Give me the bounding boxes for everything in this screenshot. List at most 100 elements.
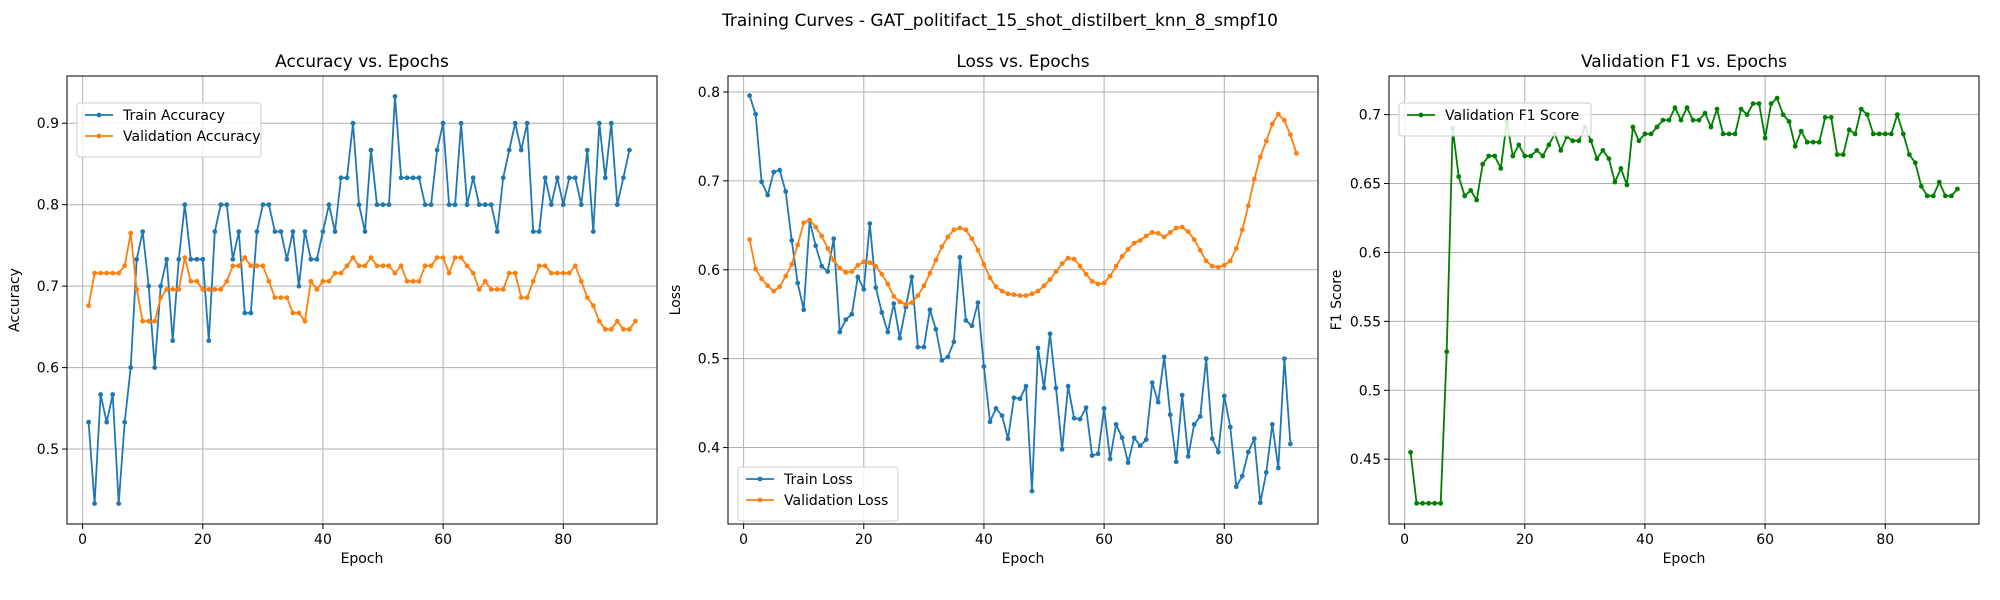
data-point (260, 202, 266, 208)
data-point (1017, 396, 1023, 402)
data-point (1113, 422, 1119, 427)
data-point (1522, 153, 1528, 159)
data-point (146, 283, 152, 289)
data-point (885, 329, 891, 335)
data-point (1858, 106, 1864, 112)
data-point (146, 318, 152, 324)
data-point (633, 318, 638, 324)
data-point (1227, 424, 1233, 430)
data-point (1738, 106, 1744, 112)
data-point (326, 202, 332, 208)
data-point (1269, 121, 1275, 127)
data-point (236, 263, 242, 269)
data-point (1444, 349, 1450, 355)
data-point (1221, 262, 1227, 268)
data-point (897, 335, 903, 341)
data-point (266, 202, 272, 208)
data-point (488, 287, 494, 292)
data-point (627, 326, 632, 332)
data-point (122, 263, 128, 269)
data-point (1828, 115, 1834, 120)
data-point (759, 179, 764, 185)
data-point (1101, 406, 1107, 411)
y-tick-label: 0.7 (37, 279, 59, 295)
data-point (1726, 131, 1732, 137)
data-point (110, 270, 116, 276)
data-point (206, 338, 212, 344)
data-point (176, 256, 182, 262)
data-point (753, 111, 758, 117)
data-point (344, 175, 350, 181)
data-point (164, 256, 170, 262)
data-point (296, 310, 302, 316)
data-point (158, 283, 164, 289)
data-point (1203, 258, 1209, 264)
data-point (458, 255, 464, 260)
data-point (1131, 240, 1137, 246)
data-point (1155, 230, 1161, 236)
data-point (308, 256, 314, 262)
y-tick-label: 0.7 (1359, 108, 1381, 124)
data-point (825, 246, 831, 251)
data-point (1197, 414, 1203, 419)
data-point (602, 175, 608, 181)
data-point (1588, 138, 1594, 144)
legend-label: Train Accuracy (122, 108, 225, 124)
x-tick-label: 20 (194, 532, 212, 548)
axes-frame (66, 75, 658, 525)
data-point (783, 189, 789, 195)
data-point (1191, 237, 1197, 243)
data-point (152, 365, 158, 370)
data-point (1930, 193, 1936, 199)
y-axis-label: F1 Score (1329, 270, 1345, 331)
data-point (849, 269, 855, 274)
data-point (765, 192, 771, 198)
data-point (819, 233, 825, 239)
data-point (621, 326, 626, 332)
data-point (1107, 456, 1113, 462)
x-tick-label: 60 (1756, 532, 1774, 548)
data-point (320, 229, 326, 235)
legend-label: Validation F1 Score (1445, 108, 1579, 124)
data-point (981, 364, 987, 370)
data-point (1852, 131, 1858, 137)
data-point (1191, 422, 1197, 427)
data-point (314, 256, 320, 262)
data-point (440, 255, 446, 260)
data-point (1498, 166, 1504, 171)
data-point (590, 229, 596, 235)
data-point (963, 227, 969, 233)
data-point (1053, 385, 1059, 391)
data-point (1197, 247, 1203, 253)
data-point (1888, 131, 1894, 137)
data-point (999, 288, 1005, 294)
x-tick-label: 60 (1095, 532, 1113, 548)
data-point (981, 262, 987, 267)
data-point (1137, 443, 1143, 449)
data-point (1125, 246, 1131, 252)
x-tick-label: 40 (314, 532, 332, 548)
data-point (867, 221, 873, 227)
data-point (134, 287, 140, 292)
y-tick-label: 0.8 (698, 85, 720, 101)
data-point (963, 318, 969, 323)
y-tick-label: 0.45 (1350, 452, 1381, 468)
data-point (386, 263, 392, 269)
data-point (1233, 484, 1239, 490)
data-point (945, 354, 951, 360)
y-tick-label: 0.9 (37, 116, 59, 132)
data-point (825, 269, 831, 274)
data-point (380, 263, 386, 269)
data-point (200, 287, 206, 292)
data-point (512, 120, 518, 126)
data-point (1678, 117, 1684, 123)
data-point (158, 295, 164, 300)
data-point (350, 255, 356, 260)
data-point (1065, 255, 1071, 261)
data-point (434, 147, 440, 153)
data-point (278, 229, 284, 235)
data-point (873, 285, 879, 290)
data-point (122, 419, 128, 425)
data-point (1636, 138, 1642, 144)
